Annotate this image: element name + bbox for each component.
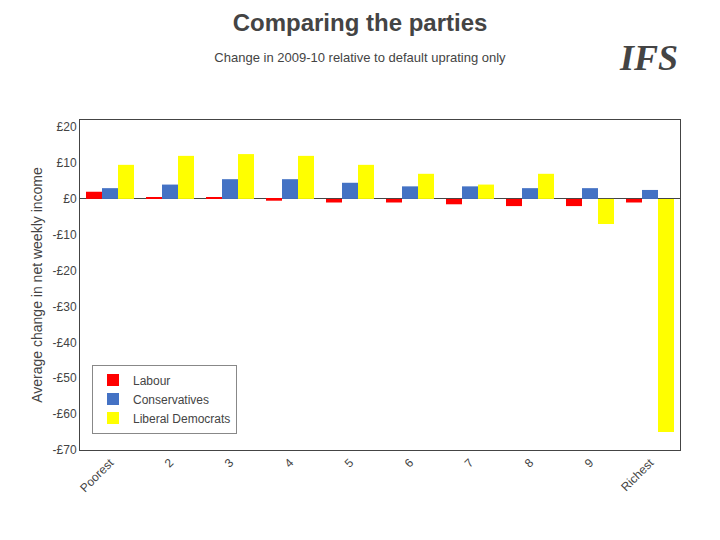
svg-text:Liberal Democrats: Liberal Democrats [133,412,230,426]
svg-text:-£50: -£50 [53,371,77,385]
svg-text:9: 9 [582,456,597,471]
svg-text:£0: £0 [63,192,77,206]
svg-text:-£70: -£70 [53,443,77,457]
svg-text:IFS: IFS [619,38,678,78]
svg-text:Poorest: Poorest [77,455,117,495]
svg-text:3: 3 [222,456,237,471]
svg-text:Comparing the partiesChange in: Comparing the partiesChange in 2009-10 r… [214,9,506,65]
svg-text:Conservatives: Conservatives [133,393,209,407]
svg-text:6: 6 [402,456,417,471]
svg-text:-£20: -£20 [53,264,77,278]
svg-text:7: 7 [462,456,477,471]
svg-text:-£10: -£10 [53,228,77,242]
svg-text:£10: £10 [57,156,77,170]
svg-text:-£30: -£30 [53,300,77,314]
svg-text:4: 4 [282,456,297,471]
svg-text:2: 2 [162,456,177,471]
svg-text:£20: £20 [57,120,77,134]
svg-text:8: 8 [522,456,537,471]
svg-text:-£60: -£60 [53,407,77,421]
svg-text:5: 5 [342,456,357,471]
svg-text:Labour: Labour [133,374,170,388]
svg-text:Average change in net weekly i: Average change in net weekly income [29,167,45,403]
svg-text:-£40: -£40 [53,336,77,350]
svg-text:Richest: Richest [618,455,657,494]
